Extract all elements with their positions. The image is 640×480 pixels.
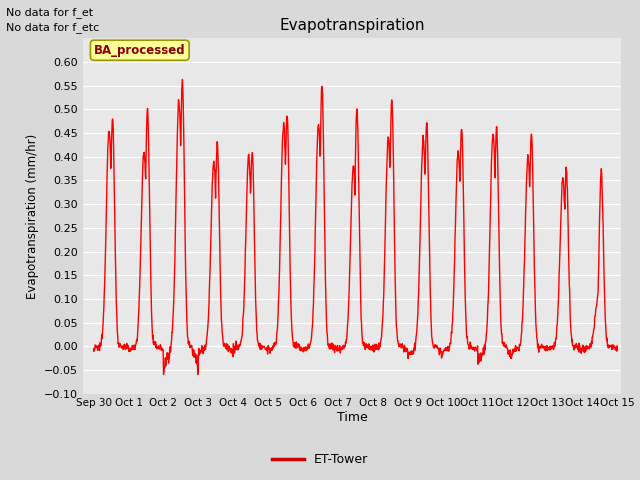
- Y-axis label: Evapotranspiration (mm/hr): Evapotranspiration (mm/hr): [26, 133, 39, 299]
- Text: BA_processed: BA_processed: [94, 44, 186, 57]
- Text: No data for f_et: No data for f_et: [6, 7, 93, 18]
- Text: No data for f_etc: No data for f_etc: [6, 22, 100, 33]
- X-axis label: Time: Time: [337, 411, 367, 424]
- Legend: ET-Tower: ET-Tower: [268, 448, 372, 471]
- Title: Evapotranspiration: Evapotranspiration: [279, 18, 425, 33]
